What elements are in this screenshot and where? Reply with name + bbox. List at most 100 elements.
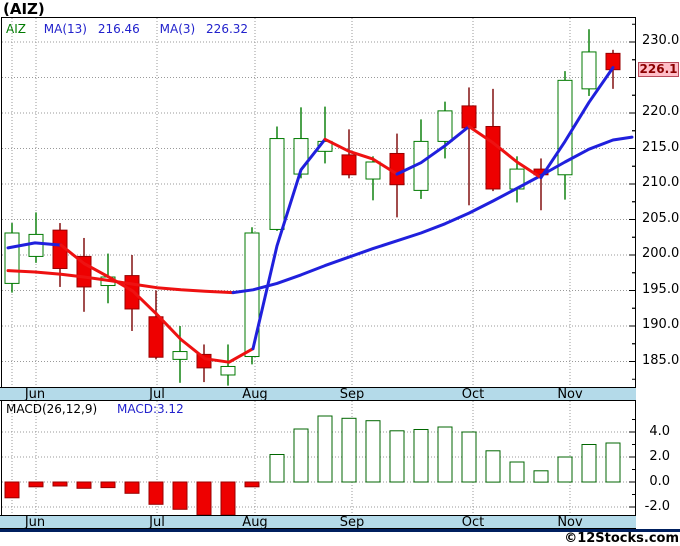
month-label-jun-macd: Jun [24, 515, 46, 530]
macd-bar [172, 481, 188, 510]
ma3-value: 226.32 [206, 22, 249, 36]
candle-body [244, 232, 260, 358]
macd-bar [100, 481, 116, 489]
candle [52, 223, 68, 287]
candle [148, 290, 164, 360]
candle [581, 29, 597, 96]
macd-bar [317, 415, 333, 483]
candle-body [28, 233, 44, 257]
bottom-divider [0, 529, 680, 532]
macd-bar [269, 454, 285, 483]
candle [269, 126, 285, 231]
month-label-oct: Oct [461, 387, 485, 402]
ma3-label: MA(3) [159, 22, 196, 36]
macd-bar [365, 420, 381, 483]
ma13-line [6, 135, 634, 295]
candle [557, 71, 573, 200]
macd-bar [485, 450, 501, 483]
candle-body [461, 105, 477, 129]
macd-bar [52, 481, 68, 487]
candle-body [485, 125, 501, 190]
price-axis-label: 230.0 [642, 33, 680, 48]
month-label-jul: Jul [149, 387, 165, 402]
candle [341, 129, 357, 179]
price-axis-label: 210.0 [642, 175, 680, 190]
watermark-12stocks: ©12Stocks.com [564, 531, 679, 546]
macd-bar [437, 426, 453, 483]
macd-header: MACD(26,12,9) MACD:3.12 [6, 402, 184, 416]
candle [244, 227, 260, 365]
macd-axis-label: 0.0 [649, 474, 670, 489]
price-axis-label: 200.0 [642, 246, 680, 261]
macd-chart [2, 401, 635, 515]
candle [317, 106, 333, 164]
symbol-label: AIZ [6, 22, 26, 36]
price-axis-label: 215.0 [642, 139, 680, 155]
candle-body [389, 152, 405, 186]
candle [413, 119, 429, 199]
macd-bar [148, 481, 164, 505]
ma3-line-segment [539, 66, 615, 180]
price-axis-label: 205.0 [642, 210, 680, 226]
price-chart-panel: AIZ MA(13) 216.46 MA(3) 226.32 [1, 17, 636, 387]
candle-body [365, 161, 381, 180]
month-axis-band-top [0, 387, 636, 401]
candle-body [148, 316, 164, 358]
macd-bar [581, 444, 597, 483]
candle [461, 87, 477, 206]
page-title: (AIZ) [3, 0, 45, 18]
ma13-label: MA(13) [43, 22, 87, 36]
candle [4, 223, 20, 293]
month-label-sep-macd: Sep [339, 515, 365, 530]
month-label-oct-macd: Oct [461, 515, 485, 530]
candle [172, 326, 188, 383]
candle [28, 212, 44, 263]
ma3-line-segment [323, 137, 399, 176]
candle [365, 156, 381, 201]
candle [220, 344, 236, 386]
macd-bar [533, 470, 549, 483]
candle [437, 101, 453, 159]
macd-bars [4, 415, 621, 515]
macd-bar [557, 456, 573, 483]
candle-body [581, 51, 597, 90]
ma3-line-segment [467, 125, 543, 180]
month-label-jun: Jun [24, 387, 46, 402]
candlestick-chart [2, 18, 635, 387]
month-label-sep: Sep [339, 387, 365, 402]
candle [509, 156, 525, 203]
price-axis-label: 190.0 [642, 317, 680, 332]
macd-bar [293, 428, 309, 483]
candle-body [269, 138, 285, 230]
candle-body [4, 232, 20, 284]
macd-bar [461, 431, 477, 483]
macd-bar [4, 481, 20, 499]
candles [4, 29, 621, 386]
candle [76, 237, 92, 312]
last-price-tag: 226.1 [638, 62, 679, 77]
macd-bar [76, 481, 92, 489]
candle-body [341, 154, 357, 176]
ma3-line [6, 66, 615, 364]
macd-bar [389, 430, 405, 483]
macd-value-label: MACD:3.12 [116, 402, 184, 416]
price-axis-label: 195.0 [642, 281, 680, 297]
macd-bar [605, 442, 621, 483]
macd-bar [220, 481, 236, 515]
macd-bar [196, 481, 212, 515]
ma3-line-segment [6, 241, 63, 250]
macd-bar [341, 417, 357, 483]
macd-axis-label: 4.0 [649, 424, 670, 439]
candle-body [220, 365, 236, 376]
macd-panel: MACD(26,12,9) MACD:3.12 [1, 401, 636, 515]
month-label-aug-macd: Aug [242, 515, 268, 530]
macd-bar [124, 481, 140, 494]
chart-legend: AIZ MA(13) 216.46 MA(3) 226.32 [6, 22, 264, 36]
candle-body [437, 110, 453, 142]
price-axis-label: 220.0 [642, 104, 680, 119]
month-axis-band-bottom [0, 515, 636, 529]
ma13-line-segment [6, 269, 235, 295]
month-label-nov-macd: Nov [557, 515, 583, 530]
price-axis-label: 185.0 [642, 352, 680, 368]
